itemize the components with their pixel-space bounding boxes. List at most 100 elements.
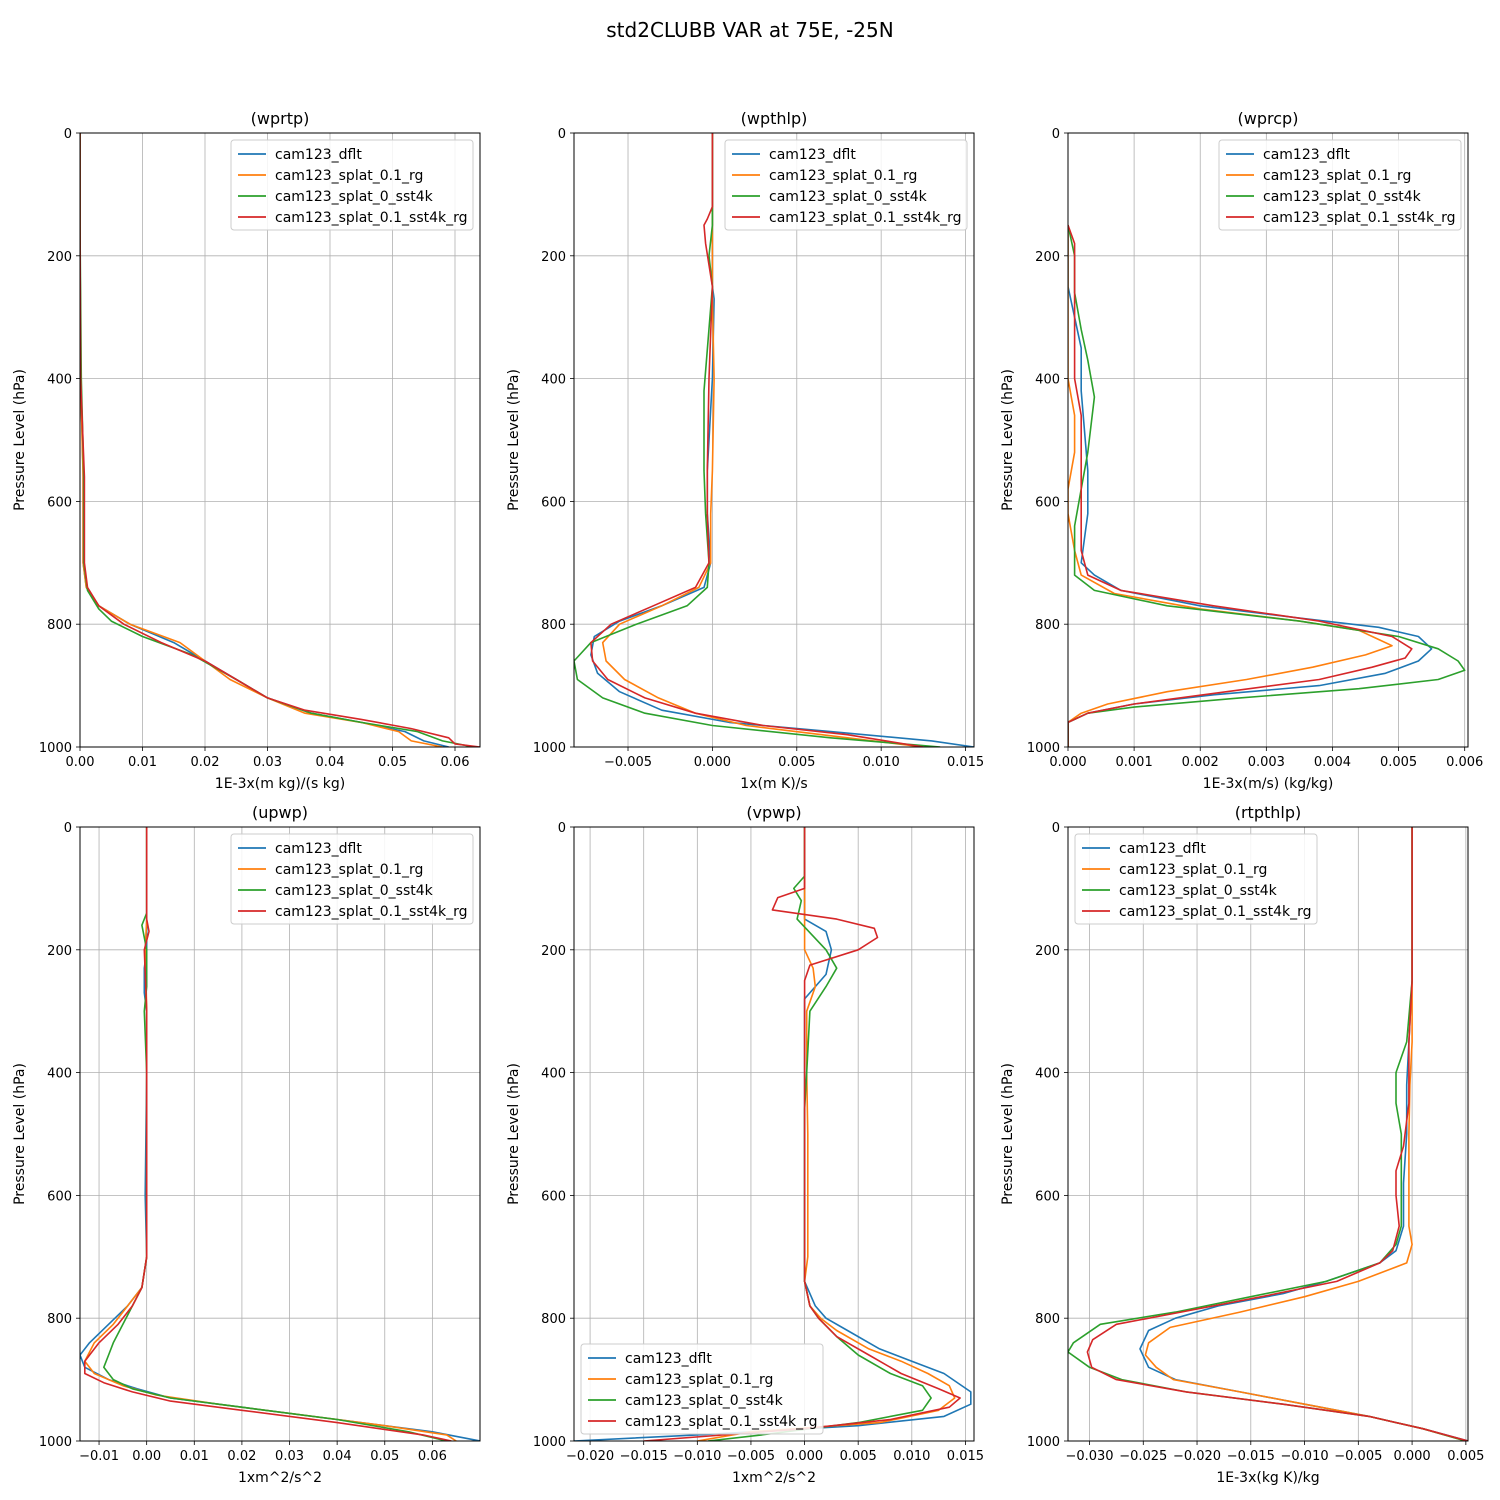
x-tick-label: 0.04 (316, 755, 345, 770)
y-tick-label: 800 (541, 1312, 566, 1327)
y-tick-label: 1000 (1027, 741, 1060, 756)
legend-box (1074, 833, 1318, 925)
x-tick-label: −0.010 (673, 1449, 721, 1464)
x-tick-label: 0.000 (1393, 1449, 1430, 1464)
y-tick-label: 0 (558, 821, 566, 836)
series-line-cam123_splat_0.1_sst4k_rg (643, 827, 961, 1441)
y-tick-label: 200 (47, 944, 72, 959)
legend-box (230, 139, 474, 231)
legend-label: cam123_splat_0.1_sst4k_rg (1263, 210, 1456, 226)
x-tick-label: 0.03 (275, 1449, 304, 1464)
y-tick-label: 400 (47, 1067, 72, 1082)
legend-label: cam123_splat_0_sst4k (625, 1393, 784, 1409)
y-tick-label: 0 (1052, 127, 1060, 142)
series-line-cam123_splat_0.1_rg (1144, 827, 1467, 1441)
y-ticks: 0 200 400 600 800 1000 (533, 821, 574, 1450)
x-tick-label: −0.01 (79, 1449, 119, 1464)
y-ticks: 0 200 400 600 800 1000 (1027, 127, 1068, 756)
series-line-cam123_splat_0.1_sst4k_rg (1068, 224, 1413, 747)
series-line-cam123_splat_0_sst4k (1068, 224, 1466, 747)
y-tick-label: 400 (1035, 373, 1060, 388)
y-tick-label: 0 (558, 127, 566, 142)
panel-title: (rtpthlp) (1235, 803, 1302, 822)
legend-label: cam123_dflt (1119, 841, 1206, 857)
y-tick-label: 1000 (533, 1435, 566, 1450)
x-ticks: −0.01 0.00 0.01 0.02 0.03 0.04 0.05 0.06 (79, 1441, 447, 1464)
y-axis-label: Pressure Level (hPa) (1000, 369, 1016, 511)
legend-label: cam123_splat_0.1_rg (769, 168, 917, 184)
x-tick-label: −0.005 (1334, 1449, 1382, 1464)
legend-label: cam123_splat_0.1_sst4k_rg (275, 904, 468, 920)
legend-label: cam123_splat_0.1_rg (275, 168, 423, 184)
y-tick-label: 400 (541, 1067, 566, 1082)
panel-title: (wprcp) (1238, 109, 1299, 128)
panel-vpwp: −0.020 −0.015 −0.010 −0.005 0.000 0.005 0.010 0… (506, 803, 984, 1486)
x-tick-label: 0.00 (66, 755, 95, 770)
legend: cam123_dflt cam123_splat_0.1_rg cam123_spl… (1074, 833, 1318, 925)
axes-frame (573, 826, 975, 1442)
legend: cam123_dflt cam123_splat_0.1_rg cam123_spl… (724, 139, 968, 231)
axes-frame (79, 826, 481, 1442)
y-tick-label: 400 (1035, 1067, 1060, 1082)
legend-box (1218, 139, 1462, 231)
series-group (1068, 224, 1466, 747)
x-tick-label: 0.015 (947, 755, 984, 770)
series-group (574, 827, 972, 1441)
x-axis-label: 1x(m K)/s (740, 776, 807, 792)
panel-title: (vpwp) (746, 803, 801, 822)
x-tick-label: 0.005 (1380, 755, 1417, 770)
legend: cam123_dflt cam123_splat_0.1_rg cam123_spl… (1218, 139, 1462, 231)
y-tick-label: 200 (47, 250, 72, 265)
y-axis-label: Pressure Level (hPa) (506, 1063, 522, 1205)
y-ticks: 0 200 400 600 800 1000 (533, 127, 574, 756)
x-tick-label: 0.06 (441, 755, 470, 770)
y-tick-label: 600 (47, 495, 72, 510)
panel-rtpthlp: −0.030 −0.025 −0.020 −0.015 −0.010 −0.005 0.00… (1000, 803, 1484, 1486)
y-axis-label: Pressure Level (hPa) (12, 369, 28, 511)
y-tick-label: 400 (541, 373, 566, 388)
x-tick-label: −0.015 (620, 1449, 668, 1464)
y-tick-label: 200 (541, 250, 566, 265)
legend-label: cam123_splat_0_sst4k (1119, 883, 1278, 899)
legend-label: cam123_splat_0.1_sst4k_rg (1119, 904, 1312, 920)
x-tick-label: −0.005 (604, 755, 652, 770)
y-tick-label: 0 (64, 821, 72, 836)
x-tick-label: 0.002 (1182, 755, 1219, 770)
x-axis-label: 1E-3x(m/s) (kg/kg) (1203, 776, 1334, 792)
series-group (80, 133, 480, 747)
x-axis-label: 1E-3x(m kg)/(s kg) (215, 776, 345, 792)
y-tick-label: 800 (47, 1312, 72, 1327)
legend-label: cam123_splat_0.1_rg (275, 862, 423, 878)
y-tick-label: 1000 (533, 741, 566, 756)
y-tick-label: 200 (541, 944, 566, 959)
panel-wprcp: 0.000 0.001 0.002 0.003 0.004 0.005 0.006 0 200 4… (1000, 109, 1483, 792)
x-tick-label: 0.015 (947, 1449, 984, 1464)
figure-title: std2CLUBB VAR at 75E, -25N (606, 18, 893, 42)
x-ticks: 0.00 0.01 0.02 0.03 0.04 0.05 0.06 (66, 747, 470, 770)
y-axis-label: Pressure Level (hPa) (506, 369, 522, 511)
x-tick-label: −0.025 (1119, 1449, 1167, 1464)
legend-label: cam123_dflt (275, 147, 362, 163)
series-group (574, 133, 974, 747)
x-tick-label: 0.005 (1447, 1449, 1484, 1464)
x-tick-label: 0.005 (840, 1449, 877, 1464)
y-tick-label: 200 (1035, 944, 1060, 959)
legend-label: cam123_splat_0.1_sst4k_rg (769, 210, 962, 226)
x-tick-label: 0.000 (694, 755, 731, 770)
series-line-cam123_splat_0.1_sst4k_rg (590, 133, 924, 747)
x-tick-label: 0.03 (253, 755, 282, 770)
x-tick-label: 0.06 (418, 1449, 447, 1464)
y-tick-label: 200 (1035, 250, 1060, 265)
y-tick-label: 800 (1035, 618, 1060, 633)
series-line-cam123_dflt (574, 827, 972, 1441)
legend: cam123_dflt cam123_splat_0.1_rg cam123_spl… (230, 139, 474, 231)
x-tick-label: −0.015 (1227, 1449, 1275, 1464)
legend-label: cam123_splat_0_sst4k (769, 189, 928, 205)
legend-label: cam123_dflt (1263, 147, 1350, 163)
x-ticks: −0.030 −0.025 −0.020 −0.015 −0.010 −0.005 0.00… (1065, 1441, 1484, 1464)
legend-label: cam123_splat_0_sst4k (275, 189, 434, 205)
legend-label: cam123_splat_0.1_rg (1119, 862, 1267, 878)
series-line-cam123_splat_0.1_sst4k_rg (84, 827, 452, 1441)
legend-label: cam123_splat_0.1_rg (1263, 168, 1411, 184)
